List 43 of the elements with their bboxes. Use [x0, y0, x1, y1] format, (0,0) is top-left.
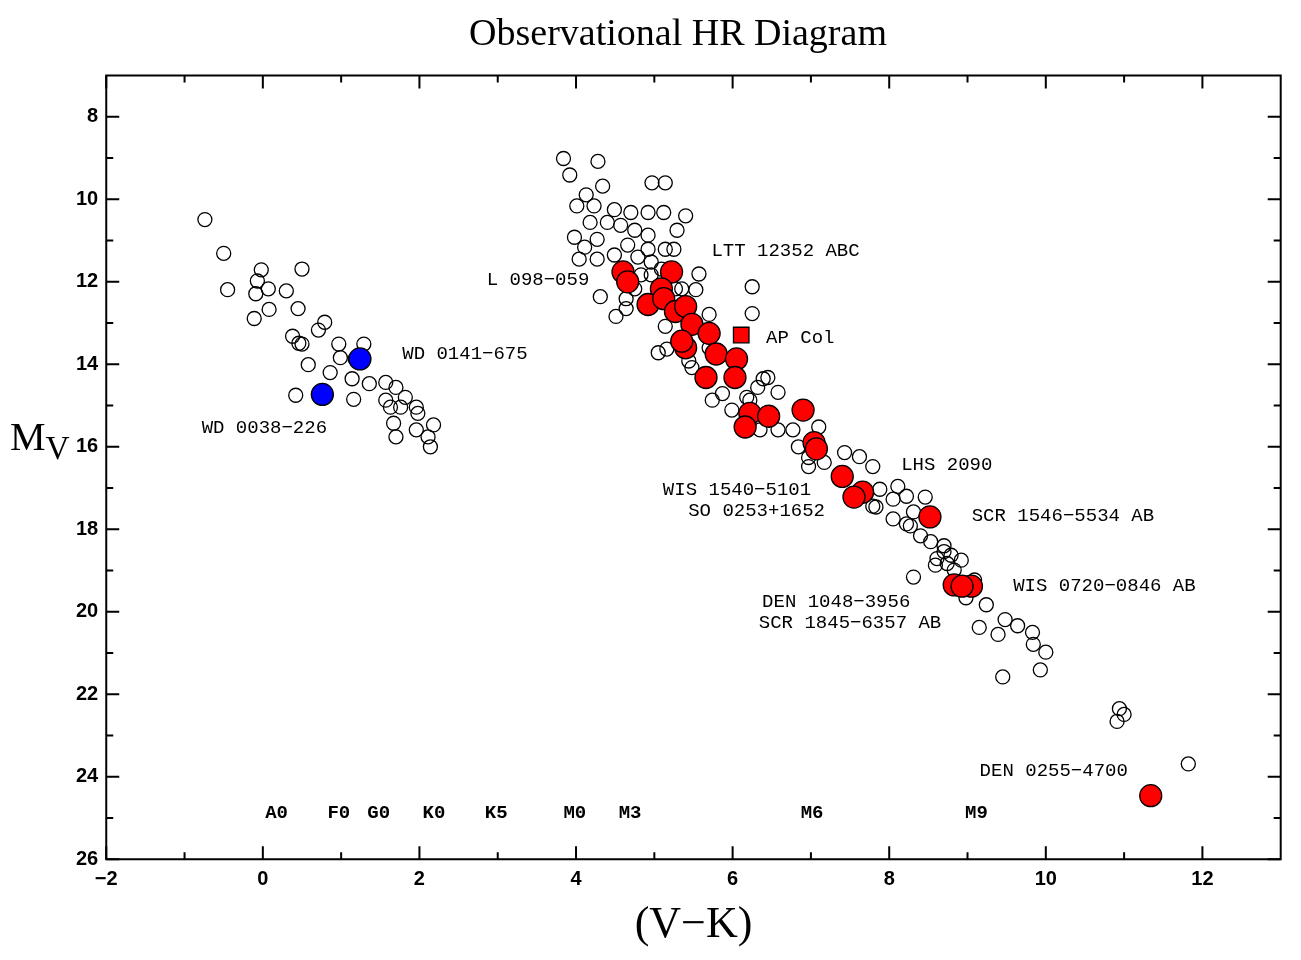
annotation: WIS 1540−5101: [662, 479, 812, 502]
x-tick-label: 8: [883, 866, 895, 889]
y-tick-label: 18: [76, 516, 99, 539]
x-tick-label: 0: [257, 866, 269, 889]
annotation: F0: [327, 801, 351, 824]
y-tick-label: 24: [76, 764, 100, 787]
chart-title: Observational HR Diagram: [469, 10, 887, 53]
y-axis-title: M$_{V}$: [10, 413, 70, 467]
y-tick-label: 12: [76, 269, 99, 292]
x-tick-label: 12: [1191, 866, 1214, 889]
annotation: LHS 2090: [901, 453, 993, 476]
annotation: DEN 0255−4700: [979, 759, 1128, 782]
x-tick-label: 6: [727, 866, 739, 889]
x-axis-title: (V−K): [634, 898, 753, 948]
y-tick-label: 8: [87, 104, 99, 127]
y-tick-label: 10: [76, 186, 99, 209]
annotation: L 098−059: [486, 268, 590, 291]
annotation: SCR 1845−6357 AB: [758, 612, 942, 635]
annotation: M6: [800, 801, 824, 824]
annotation: A0: [265, 801, 288, 824]
y-tick-label: 22: [76, 681, 99, 704]
x-tick-label: 10: [1034, 866, 1057, 889]
y-tick-label: 26: [76, 846, 99, 869]
annotation: SO 0253+1652: [688, 500, 826, 523]
annotation: K5: [484, 801, 508, 824]
annotation: WD 0141−675: [402, 342, 528, 365]
annotation: DEN 1048−3956: [762, 590, 911, 613]
y-tick-label: 16: [76, 434, 99, 457]
annotation: M0: [563, 801, 587, 824]
x-tick-label: 2: [413, 866, 425, 889]
x-tick-label: −2: [94, 866, 118, 889]
x-tick-label: 4: [570, 866, 583, 889]
annotation: AP Col: [766, 327, 835, 350]
annotation: WD 0038−226: [201, 417, 328, 440]
y-tick-label: 20: [76, 599, 99, 622]
annotation: LTT 12352 ABC: [711, 239, 860, 262]
annotation: M9: [965, 801, 988, 824]
annotation: WIS 0720−0846 AB: [1013, 575, 1196, 598]
annotation: G0: [367, 801, 391, 824]
annotation: SCR 1546−5534 AB: [971, 504, 1155, 527]
annotation: K0: [422, 801, 446, 824]
y-tick-label: 14: [76, 351, 100, 374]
annotation: M3: [618, 801, 642, 824]
